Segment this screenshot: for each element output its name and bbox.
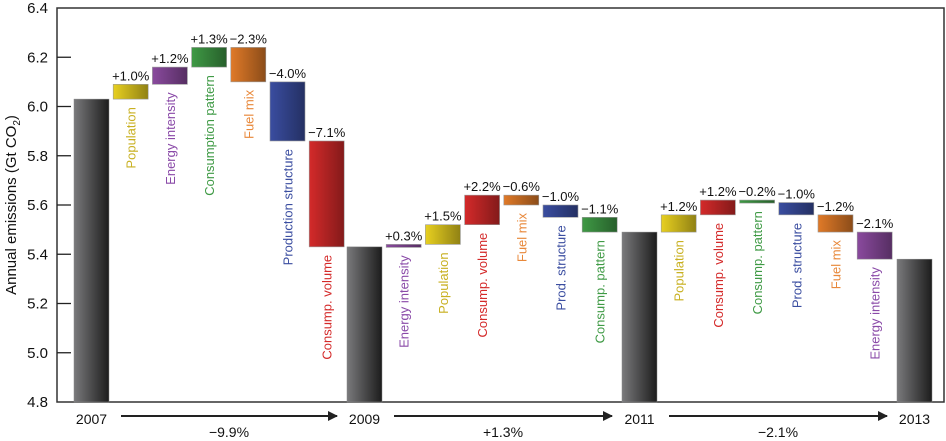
step-category-label: Population — [672, 240, 687, 301]
year-label: 2007 — [76, 411, 107, 427]
step-category-label: Prod. structure — [554, 225, 569, 310]
y-tick-label: 5.6 — [27, 197, 48, 214]
y-tick-label: 6.4 — [27, 0, 48, 17]
step-percent-label: −1.0% — [778, 187, 816, 202]
step-bar — [425, 224, 461, 245]
step-percent-label: +1.2% — [660, 199, 698, 214]
step-category-label: Consump. pattern — [593, 240, 608, 343]
step-bar — [385, 244, 422, 248]
y-axis: 4.8 5.0 5.2 5.4 5.6 5.8 6.0 6.2 6.4 — [27, 0, 71, 411]
step-bar — [230, 47, 267, 83]
step-bar — [464, 194, 500, 225]
step-category-label: Consump. volume — [475, 233, 490, 338]
year-total-bar — [346, 246, 383, 403]
year-total-bar — [896, 258, 933, 403]
step-category-label: Consump. volume — [320, 255, 335, 360]
step-category-label: Energy intensity — [868, 267, 883, 360]
year-total-bar — [621, 231, 658, 403]
y-tick-label: 5.4 — [27, 246, 48, 263]
step-percent-label: +1.5% — [424, 209, 462, 224]
year-total-bar — [73, 98, 110, 403]
step-category-label: Consumption pattern — [202, 75, 217, 196]
y-axis-label-text: Annual emissions (Gt CO — [3, 126, 20, 295]
period-change-label: +1.3% — [483, 424, 523, 440]
step-category-label: Population — [436, 252, 451, 313]
y-tick-label: 6.0 — [27, 99, 48, 116]
step-bar — [739, 199, 775, 204]
step-category-label: Population — [124, 107, 139, 168]
y-axis-label-close: ) — [3, 115, 20, 120]
step-percent-label: +1.2% — [699, 184, 737, 199]
y-tick-label: 5.2 — [27, 296, 48, 313]
step-bar — [112, 84, 149, 100]
step-category-label: Production structure — [281, 149, 296, 265]
period-change-label: −2.1% — [758, 424, 798, 440]
year-label: 2009 — [349, 411, 380, 427]
step-percent-label: −4.0% — [269, 66, 307, 81]
y-axis-label-subscript: 2 — [12, 120, 23, 126]
step-percent-label: −2.3% — [230, 31, 268, 46]
step-category-label: Fuel mix — [829, 240, 844, 290]
step-bar — [191, 47, 227, 68]
step-percent-label: +0.3% — [385, 228, 423, 243]
step-category-label: Energy intensity — [397, 255, 412, 348]
year-label: 2013 — [899, 411, 930, 427]
step-category-label: Energy intensity — [163, 92, 178, 185]
step-percent-label: +1.2% — [151, 51, 189, 66]
step-bar — [269, 81, 306, 142]
y-tick-label: 4.8 — [27, 394, 48, 411]
step-bar — [308, 140, 345, 248]
y-axis-label: Annual emissions (Gt CO2) — [3, 115, 23, 295]
step-percent-label: −0.2% — [738, 184, 776, 199]
step-category-label: Consump. pattern — [750, 211, 765, 314]
step-bar — [778, 202, 815, 216]
period-change-label: −9.9% — [209, 424, 249, 440]
step-category-label: Prod. structure — [789, 223, 804, 308]
step-percent-label: +2.2% — [463, 179, 501, 194]
step-bar — [700, 199, 736, 216]
y-tick-label: 6.2 — [27, 49, 48, 66]
step-category-label: Fuel mix — [514, 213, 529, 263]
bars — [73, 47, 933, 403]
step-category-label: Fuel mix — [241, 89, 256, 139]
step-category-label: Consump. volume — [711, 223, 726, 328]
step-percent-label: −2.1% — [856, 216, 894, 231]
step-percent-label: +1.0% — [112, 68, 150, 83]
step-bar — [503, 194, 540, 206]
labels: +1.0% Population +1.2% Energy intensity +1.3… — [112, 31, 894, 359]
step-bar — [817, 214, 854, 233]
year-label: 2011 — [624, 411, 654, 427]
step-percent-label: −1.1% — [581, 201, 619, 216]
step-percent-label: −1.2% — [817, 199, 855, 214]
step-bar — [856, 231, 893, 260]
step-percent-label: −1.0% — [542, 189, 580, 204]
step-bar — [152, 66, 188, 85]
step-bar — [660, 214, 697, 233]
step-bar — [581, 217, 618, 233]
step-bar — [542, 204, 579, 218]
step-percent-label: −0.6% — [503, 179, 541, 194]
step-percent-label: +1.3% — [190, 31, 228, 46]
step-percent-label: −7.1% — [308, 125, 346, 140]
y-tick-label: 5.0 — [27, 345, 48, 362]
x-axis: 2007 2009 2011 2013 −9.9% +1.3% −2.1% — [76, 411, 930, 440]
y-tick-label: 5.8 — [27, 148, 48, 165]
